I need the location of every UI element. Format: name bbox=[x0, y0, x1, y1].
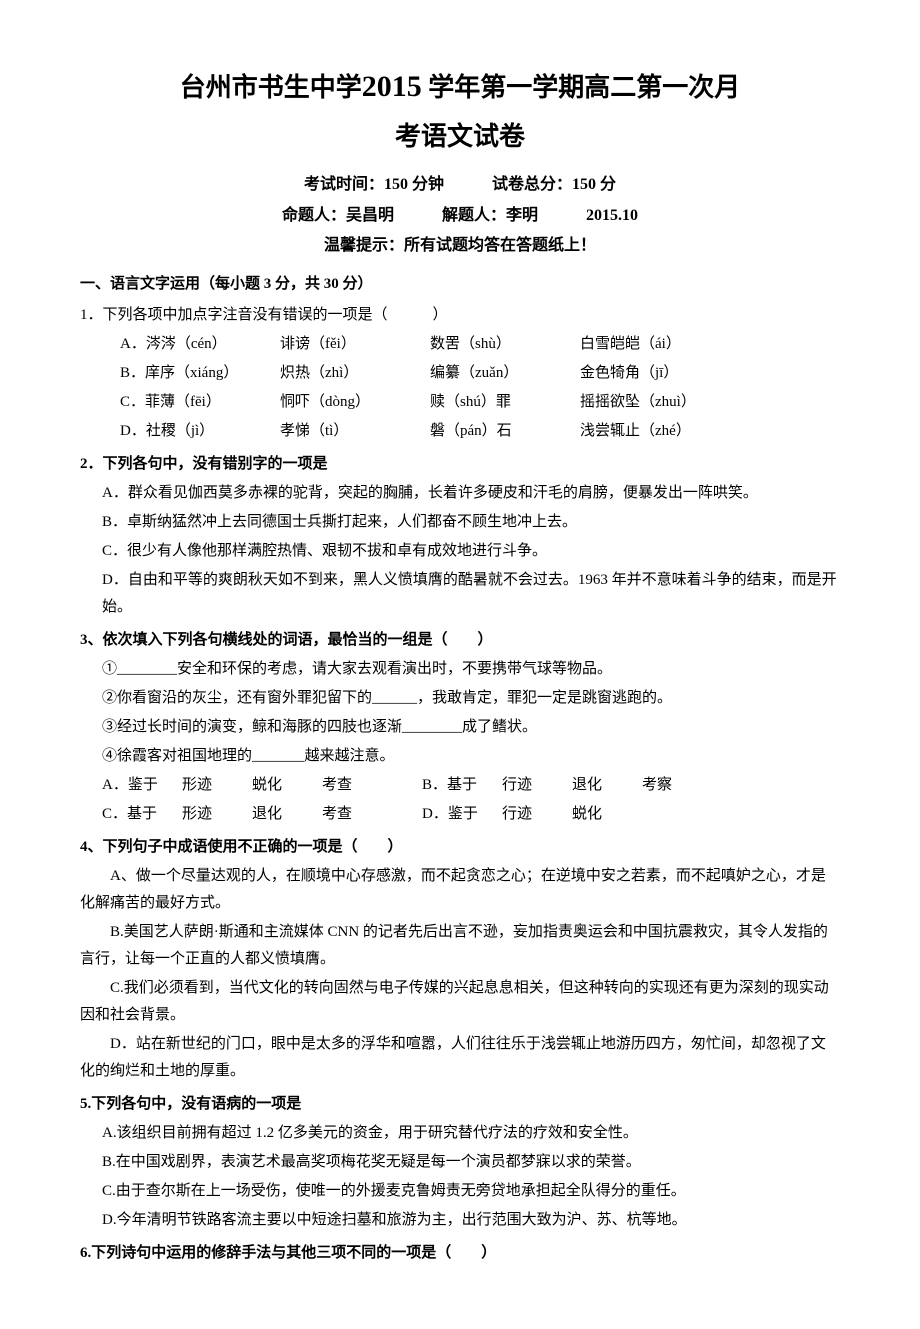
page-title-line1: 台州市书生中学2015 学年第一学期高二第一次月 bbox=[80, 60, 840, 114]
title-prefix: 台州市书生中学 bbox=[180, 73, 362, 102]
q1-a-3: 数罟（shù） bbox=[430, 331, 580, 358]
q5-option-b: B.在中国戏剧界，表演艺术最高奖项梅花奖无疑是每一个演员都梦寐以求的荣誉。 bbox=[102, 1149, 840, 1176]
q3-a-1: A．鉴于 bbox=[102, 772, 182, 799]
q3-b-4: 考察 bbox=[642, 772, 712, 799]
q3-b-1: B．基于 bbox=[422, 772, 502, 799]
q4-option-d: D．站在新世纪的门口，眼中是太多的浮华和喧嚣，人们往往乐于浅尝辄止地游历四方，匆… bbox=[80, 1031, 840, 1085]
q2-stem: 2．下列各句中，没有错别字的一项是 bbox=[80, 451, 840, 478]
q6-stem: 6.下列诗句中运用的修辞手法与其他三项不同的一项是（ ） bbox=[80, 1240, 840, 1267]
title-suffix: 高二第一次月 bbox=[584, 73, 740, 102]
q4-option-b: B.美国艺人萨朗·斯通和主流媒体 CNN 的记者先后出言不逊，妄加指责奥运会和中… bbox=[80, 919, 840, 973]
q1-option-a: A．涔涔（cén） 诽谤（fěi） 数罟（shù） 白雪皑皑（ái） bbox=[120, 331, 840, 358]
section-1-header: 一、语言文字运用（每小题 3 分，共 30 分） bbox=[80, 271, 840, 298]
q3-a-4: 考查 bbox=[322, 772, 422, 799]
q4-option-c: C.我们必须看到，当代文化的转向固然与电子传媒的兴起息息相关，但这种转向的实现还… bbox=[80, 975, 840, 1029]
q3-c-3: 退化 bbox=[252, 801, 322, 828]
q1-c-2: 恫吓（dòng） bbox=[280, 389, 430, 416]
q3-item-3: ③经过长时间的演变，鲸和海豚的四肢也逐渐________成了鳍状。 bbox=[102, 714, 840, 741]
q3-choices-row2: C．基于 形迹 退化 考查 D．鉴于 行迹 蜕化 bbox=[102, 801, 840, 828]
q2-option-a: A．群众看见伽西莫多赤裸的驼背，突起的胸脯，长着许多硬皮和汗毛的肩膀，便暴发出一… bbox=[102, 480, 840, 507]
q1-stem: 1．下列各项中加点字注音没有错误的一项是（ ） bbox=[80, 302, 840, 329]
title-year: 2015 bbox=[362, 70, 422, 103]
q1-a-2: 诽谤（fěi） bbox=[280, 331, 430, 358]
q1-b-1: B．庠序（xiáng） bbox=[120, 360, 280, 387]
q1-d-1: D．社稷（jì） bbox=[120, 418, 280, 445]
q3-d-1: D．鉴于 bbox=[422, 801, 502, 828]
q3-c-1: C．基于 bbox=[102, 801, 182, 828]
q1-a-4: 白雪皑皑（ái） bbox=[580, 331, 760, 358]
q3-d-3: 蜕化 bbox=[572, 801, 642, 828]
q3-item-4: ④徐霞客对祖国地理的_______越来越注意。 bbox=[102, 743, 840, 770]
q1-a-1: A．涔涔（cén） bbox=[120, 331, 280, 358]
q5-option-d: D.今年清明节铁路客流主要以中短途扫墓和旅游为主，出行范围大致为沪、苏、杭等地。 bbox=[102, 1207, 840, 1234]
q2-option-b: B．卓斯纳猛然冲上去同德国士兵撕打起来，人们都奋不顾生地冲上去。 bbox=[102, 509, 840, 536]
q3-c-2: 形迹 bbox=[182, 801, 252, 828]
page-title-line2: 考语文试卷 bbox=[80, 114, 840, 161]
title-mid: 学年第一学期 bbox=[422, 73, 585, 102]
q5-option-c: C.由于查尔斯在上一场受伤，使唯一的外援麦克鲁姆责无旁贷地承担起全队得分的重任。 bbox=[102, 1178, 840, 1205]
q3-b-2: 行迹 bbox=[502, 772, 572, 799]
q3-choices-row1: A．鉴于 形迹 蜕化 考查 B．基于 行迹 退化 考察 bbox=[102, 772, 840, 799]
q1-b-3: 编纂（zuǎn） bbox=[430, 360, 580, 387]
q1-option-b: B．庠序（xiáng） 炽热（zhì） 编纂（zuǎn） 金色犄角（jī） bbox=[120, 360, 840, 387]
q3-item-1: ①________安全和环保的考虑，请大家去观看演出时，不要携带气球等物品。 bbox=[102, 656, 840, 683]
q1-b-4: 金色犄角（jī） bbox=[580, 360, 760, 387]
exam-time-info: 考试时间：150 分钟 试卷总分：150 分 bbox=[80, 171, 840, 200]
q3-a-2: 形迹 bbox=[182, 772, 252, 799]
q1-c-1: C．菲薄（fēi） bbox=[120, 389, 280, 416]
q3-b-3: 退化 bbox=[572, 772, 642, 799]
q3-d-4 bbox=[642, 801, 712, 828]
q1-d-2: 孝悌（tì） bbox=[280, 418, 430, 445]
exam-hint: 温馨提示：所有试题均答在答题纸上！ bbox=[80, 232, 840, 261]
exam-authors-info: 命题人：吴昌明 解题人：李明 2015.10 bbox=[80, 202, 840, 231]
q3-c-4: 考查 bbox=[322, 801, 422, 828]
q3-stem: 3、依次填入下列各句横线处的词语，最恰当的一组是（ ） bbox=[80, 627, 840, 654]
q3-item-2: ②你看窗沿的灰尘，还有窗外罪犯留下的______，我敢肯定，罪犯一定是跳窗逃跑的… bbox=[102, 685, 840, 712]
q1-option-d: D．社稷（jì） 孝悌（tì） 磐（pán）石 浅尝辄止（zhé） bbox=[120, 418, 840, 445]
q1-c-4: 摇摇欲坠（zhuì） bbox=[580, 389, 760, 416]
q4-stem: 4、下列句子中成语使用不正确的一项是（ ） bbox=[80, 834, 840, 861]
q2-option-d: D．自由和平等的爽朗秋天如不到来，黑人义愤填膺的酷暑就不会过去。1963 年并不… bbox=[102, 567, 840, 621]
q1-d-4: 浅尝辄止（zhé） bbox=[580, 418, 760, 445]
q4-option-a: A、做一个尽量达观的人，在顺境中心存感激，而不起贪恋之心；在逆境中安之若素，而不… bbox=[80, 863, 840, 917]
q1-option-c: C．菲薄（fēi） 恫吓（dòng） 赎（shú）罪 摇摇欲坠（zhuì） bbox=[120, 389, 840, 416]
q3-a-3: 蜕化 bbox=[252, 772, 322, 799]
q5-option-a: A.该组织目前拥有超过 1.2 亿多美元的资金，用于研究替代疗法的疗效和安全性。 bbox=[102, 1120, 840, 1147]
q1-b-2: 炽热（zhì） bbox=[280, 360, 430, 387]
q2-option-c: C．很少有人像他那样满腔热情、艰韧不拔和卓有成效地进行斗争。 bbox=[102, 538, 840, 565]
q3-d-2: 行迹 bbox=[502, 801, 572, 828]
q1-d-3: 磐（pán）石 bbox=[430, 418, 580, 445]
q1-c-3: 赎（shú）罪 bbox=[430, 389, 580, 416]
q5-stem: 5.下列各句中，没有语病的一项是 bbox=[80, 1091, 840, 1118]
